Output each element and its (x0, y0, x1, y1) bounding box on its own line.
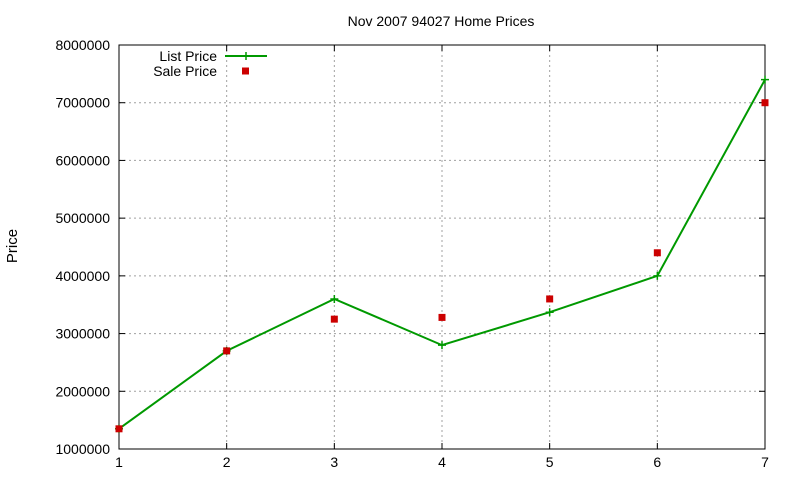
data-point-list-price (438, 341, 446, 350)
data-point-sale-price (115, 425, 123, 433)
y-tick-label: 1000000 (55, 441, 110, 457)
x-tick-label: 4 (438, 454, 446, 470)
data-point-sale-price (761, 99, 769, 107)
x-tick-label: 6 (653, 454, 661, 470)
legend: List Price Sale Price (153, 48, 267, 79)
y-tick-label: 2000000 (55, 383, 110, 399)
y-tick-label: 6000000 (55, 152, 110, 168)
data-point-list-price (761, 75, 769, 84)
x-tick-label: 1 (115, 454, 123, 470)
legend-label-list-price: List Price (159, 48, 217, 64)
data-point-sale-price (330, 315, 338, 323)
x-tick-label: 2 (223, 454, 231, 470)
x-tick-label: 5 (546, 454, 554, 470)
grid (119, 45, 765, 449)
x-tick-label: 7 (761, 454, 769, 470)
y-tick-label: 5000000 (55, 210, 110, 226)
x-tick-label: 3 (330, 454, 338, 470)
y-tick-label: 7000000 (55, 95, 110, 111)
data-point-sale-price (223, 347, 231, 355)
legend-marker-list-price (242, 52, 250, 60)
y-axis-label: Price (4, 229, 21, 263)
data-point-sale-price (653, 249, 661, 257)
data-point-sale-price (438, 313, 446, 321)
series-layer (115, 75, 769, 433)
chart-title: Nov 2007 94027 Home Prices (348, 13, 535, 29)
y-tick-label: 4000000 (55, 268, 110, 284)
y-axis-ticks: 1000000 2000000 3000000 4000000 5000000 60000… (55, 37, 765, 457)
data-point-list-price (653, 271, 662, 280)
legend-marker-sale-price (242, 67, 249, 75)
legend-label-sale-price: Sale Price (153, 63, 217, 79)
y-tick-label: 3000000 (55, 326, 110, 342)
x-axis-ticks: 1 2 3 4 5 6 7 (115, 45, 769, 470)
y-tick-label: 8000000 (55, 37, 110, 53)
data-point-list-price (545, 308, 554, 317)
data-point-list-price (330, 294, 339, 303)
plot-frame (118, 44, 766, 450)
data-point-sale-price (546, 295, 554, 303)
